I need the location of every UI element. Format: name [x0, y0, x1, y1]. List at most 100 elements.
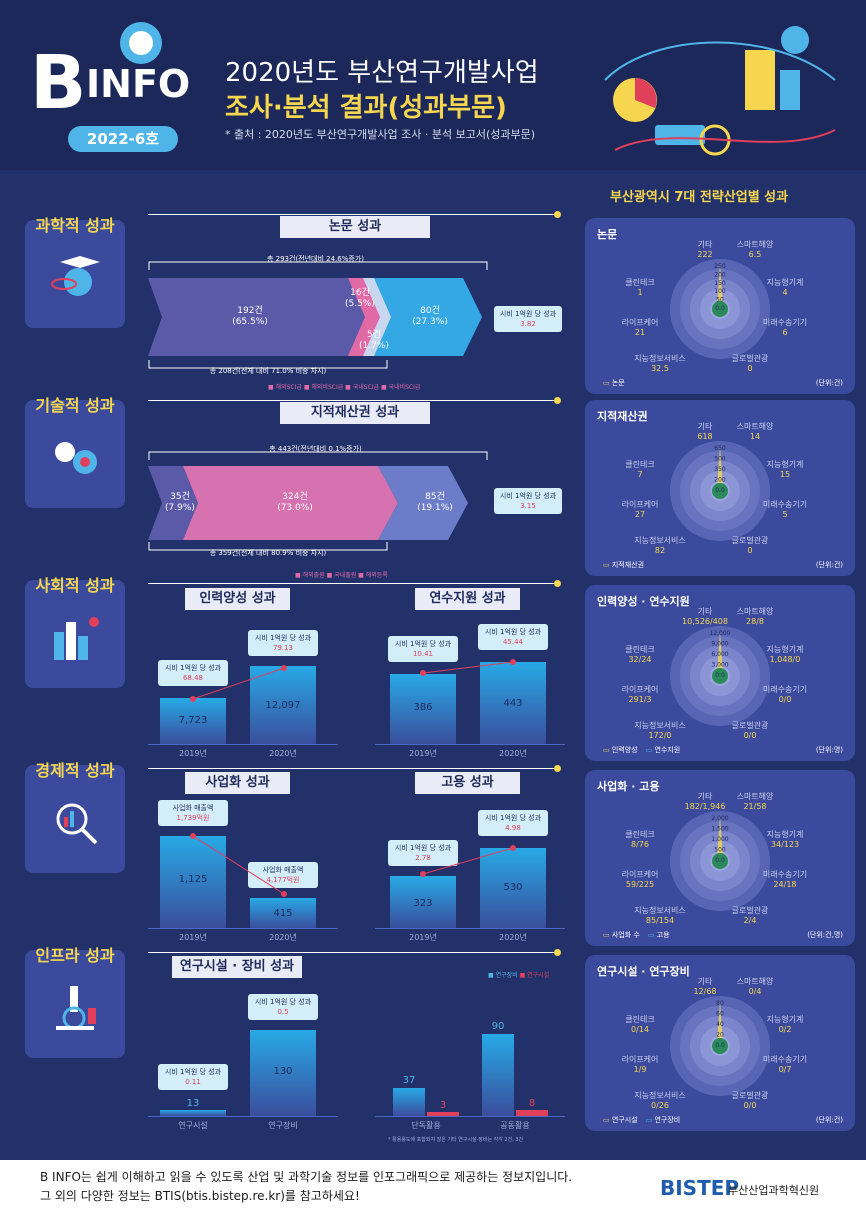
facility-callout2: 시비 1억원 당 성과 0.5	[248, 994, 318, 1020]
panel-title: 지적재산권	[597, 410, 648, 423]
facility-x4: 공동활용	[500, 1121, 530, 1130]
facility-bar-joint-equip	[482, 1034, 514, 1116]
train-axis	[375, 744, 565, 745]
radar-label-name: 기타	[697, 977, 713, 986]
train-b1: 386	[413, 702, 433, 713]
arrow-domestic-apply	[183, 466, 398, 540]
radar-label-value: 0/0	[743, 1101, 757, 1110]
radar-label: 기타 182/1,946	[665, 792, 745, 812]
city-icon	[54, 617, 99, 660]
panel-title: 인력양성 · 연수지원	[597, 595, 690, 608]
train-callout2: 시비 1억원 당 성과 45.44	[478, 624, 548, 650]
paper-a1: 192건 (65.5%)	[232, 306, 268, 327]
radar-label: 글로벌관광 0	[710, 354, 790, 374]
facility-callout1: 시비 1억원 당 성과 0.11	[158, 1064, 228, 1090]
radar-label-value: 32/24	[628, 655, 652, 664]
header: B INFO 2022-6호 2020년도 부산연구개발사업 조사·분석 결과(…	[0, 0, 866, 170]
radar-label: 지능형기계 34/123	[745, 830, 825, 850]
emp-b1: 323	[413, 898, 433, 909]
hr-axis	[148, 744, 338, 745]
title-line1: 2020년도 부산연구개발사업	[225, 58, 539, 88]
radar-label: 지능형기계 0/2	[745, 1015, 825, 1035]
radar-label-value: 222	[697, 250, 713, 259]
paper-bracket-sub	[148, 360, 388, 369]
logo-info: INFO	[86, 62, 191, 106]
radar-label-name: 스마트해양	[736, 240, 774, 249]
facility-title: 연구시설 · 장비 성과	[172, 956, 302, 978]
radar-label: 지능정보서비스 82	[620, 536, 700, 556]
radar-label-name: 라이프케어	[621, 500, 659, 509]
panel-legend: ▭ 사업화 수 ▭ 고용	[603, 930, 678, 940]
radar-tick: 650	[714, 445, 726, 452]
radar-label-value: 0/14	[631, 1025, 649, 1034]
legend-swatch: ▭	[603, 561, 612, 569]
radar-label-value: 21	[634, 328, 646, 337]
radar-label-name: 지능정보서비스	[634, 354, 686, 363]
right-header: 부산광역시 7대 전략산업별 성과	[610, 190, 789, 205]
train-title: 연수지원 성과	[415, 588, 520, 610]
radar-label: 글로벌관광 2/4	[710, 906, 790, 926]
facility-axis2	[375, 1116, 565, 1117]
radar-panel: 지적재산권 650 500 350 200 0.0 기타 618 스마트해양 14 클린테크 7 지능형…	[585, 400, 855, 576]
emp-bar-2020	[480, 848, 546, 928]
comm-b2: 415	[273, 908, 293, 919]
radar-tick: 50	[716, 297, 724, 304]
radar-tick: 350	[714, 466, 726, 473]
radar-label: 지능정보서비스 32.5	[620, 354, 700, 374]
panel-title: 연구시설 · 연구장비	[597, 965, 690, 978]
footer: B INFO는 쉽게 이해하고 읽을 수 있도록 산업 및 과학기술 정보를 인…	[0, 1160, 866, 1224]
ip-a3: 85건 (19.1%)	[417, 492, 453, 513]
radar-label: 기타 10,526/408	[665, 607, 745, 627]
legend-swatch: ▭	[645, 1116, 655, 1124]
radar-tick: 200	[714, 271, 726, 278]
radar-label-value: 59/225	[625, 880, 655, 889]
radar-label-value: 291/3	[628, 695, 652, 704]
emp-axis	[375, 928, 565, 929]
panel-legend: ▭ 논문	[603, 378, 633, 388]
radar-label-name: 스마트해양	[736, 422, 774, 431]
radar-label-name: 지능정보서비스	[634, 906, 686, 915]
emp-callout1: 시비 1억원 당 성과 2.78	[388, 840, 458, 866]
radar-panel: 사업화 · 고용 2,000 1,500 1,000 500 0.0 기타 182/1,946…	[585, 770, 855, 946]
legend-swatch: ▭	[603, 1116, 612, 1124]
hr-callout1: 시비 1억원 당 성과 68.48	[158, 660, 228, 686]
facility-g2b: 8	[528, 1098, 536, 1109]
radar-label: 클린테크 7	[600, 460, 680, 480]
ip-a2: 324건 (73.0%)	[277, 492, 313, 513]
radar-label-name: 라이프케어	[621, 685, 659, 694]
radar-label-name: 기타	[697, 607, 713, 616]
paper-a2: 16건 (5.5%)	[345, 288, 375, 309]
radar-tick: 6,000	[711, 651, 728, 658]
radar-label: 라이프케어 1/9	[600, 1055, 680, 1075]
radar-label-name: 라이프케어	[621, 870, 659, 879]
radar-label-value: 4	[782, 288, 788, 297]
radar-label-name: 지능형기계	[766, 830, 804, 839]
radar-label: 클린테크 32/24	[600, 645, 680, 665]
handshake-icon	[120, 22, 162, 64]
legend-swatch: ▭	[603, 746, 612, 754]
ip-bracket-sub	[148, 542, 388, 551]
paper-total: 총 293건(전년대비 24.6%증가)	[266, 255, 365, 263]
emp-b2: 530	[503, 882, 523, 893]
facility-bar-facility	[160, 1110, 226, 1116]
radar-label: 지능형기계 15	[745, 460, 825, 480]
hr-bar-2020	[250, 666, 316, 744]
facility-bar-joint-fac	[516, 1110, 548, 1116]
ip-total: 총 443건(전년대비 0.1%증가)	[269, 445, 362, 453]
radar-chart: 650 500 350 200 0.0	[670, 441, 770, 541]
comm-title: 사업화 성과	[185, 772, 290, 794]
radar-chart: 12,000 9,000 6,000 3,000 0.0	[670, 626, 770, 726]
radar-center	[712, 668, 728, 684]
radar-tick: 150	[714, 280, 726, 287]
radar-label-name: 미래수송기기	[762, 1055, 808, 1064]
radar-label-value: 8/76	[631, 840, 649, 849]
radar-label-value: 24/18	[773, 880, 797, 889]
radar-label-name: 클린테크	[625, 1015, 655, 1024]
hr-bar-2019	[160, 698, 226, 744]
ip-sub: 총 359건(전체 대비 80.9% 비중 차지)	[209, 549, 327, 557]
radar-tick: 2,000	[711, 815, 728, 822]
radar-label: 글로벌관광 0/0	[710, 721, 790, 741]
radar-panel: 논문 250 200 150 100 50 0.0 기타 222 스마트해양 6.5 클린테크 1 지능형…	[585, 218, 855, 394]
category-tech: 기술적 성과	[25, 396, 125, 508]
radar-label: 지능정보서비스 85/154	[620, 906, 700, 926]
